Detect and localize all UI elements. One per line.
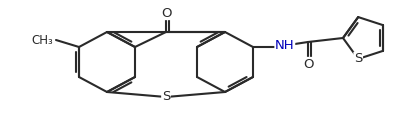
Text: NH: NH (275, 38, 295, 52)
Text: O: O (161, 6, 171, 19)
Text: O: O (303, 58, 313, 71)
Text: S: S (354, 52, 362, 65)
Text: S: S (162, 90, 170, 103)
Text: CH₃: CH₃ (31, 33, 53, 46)
